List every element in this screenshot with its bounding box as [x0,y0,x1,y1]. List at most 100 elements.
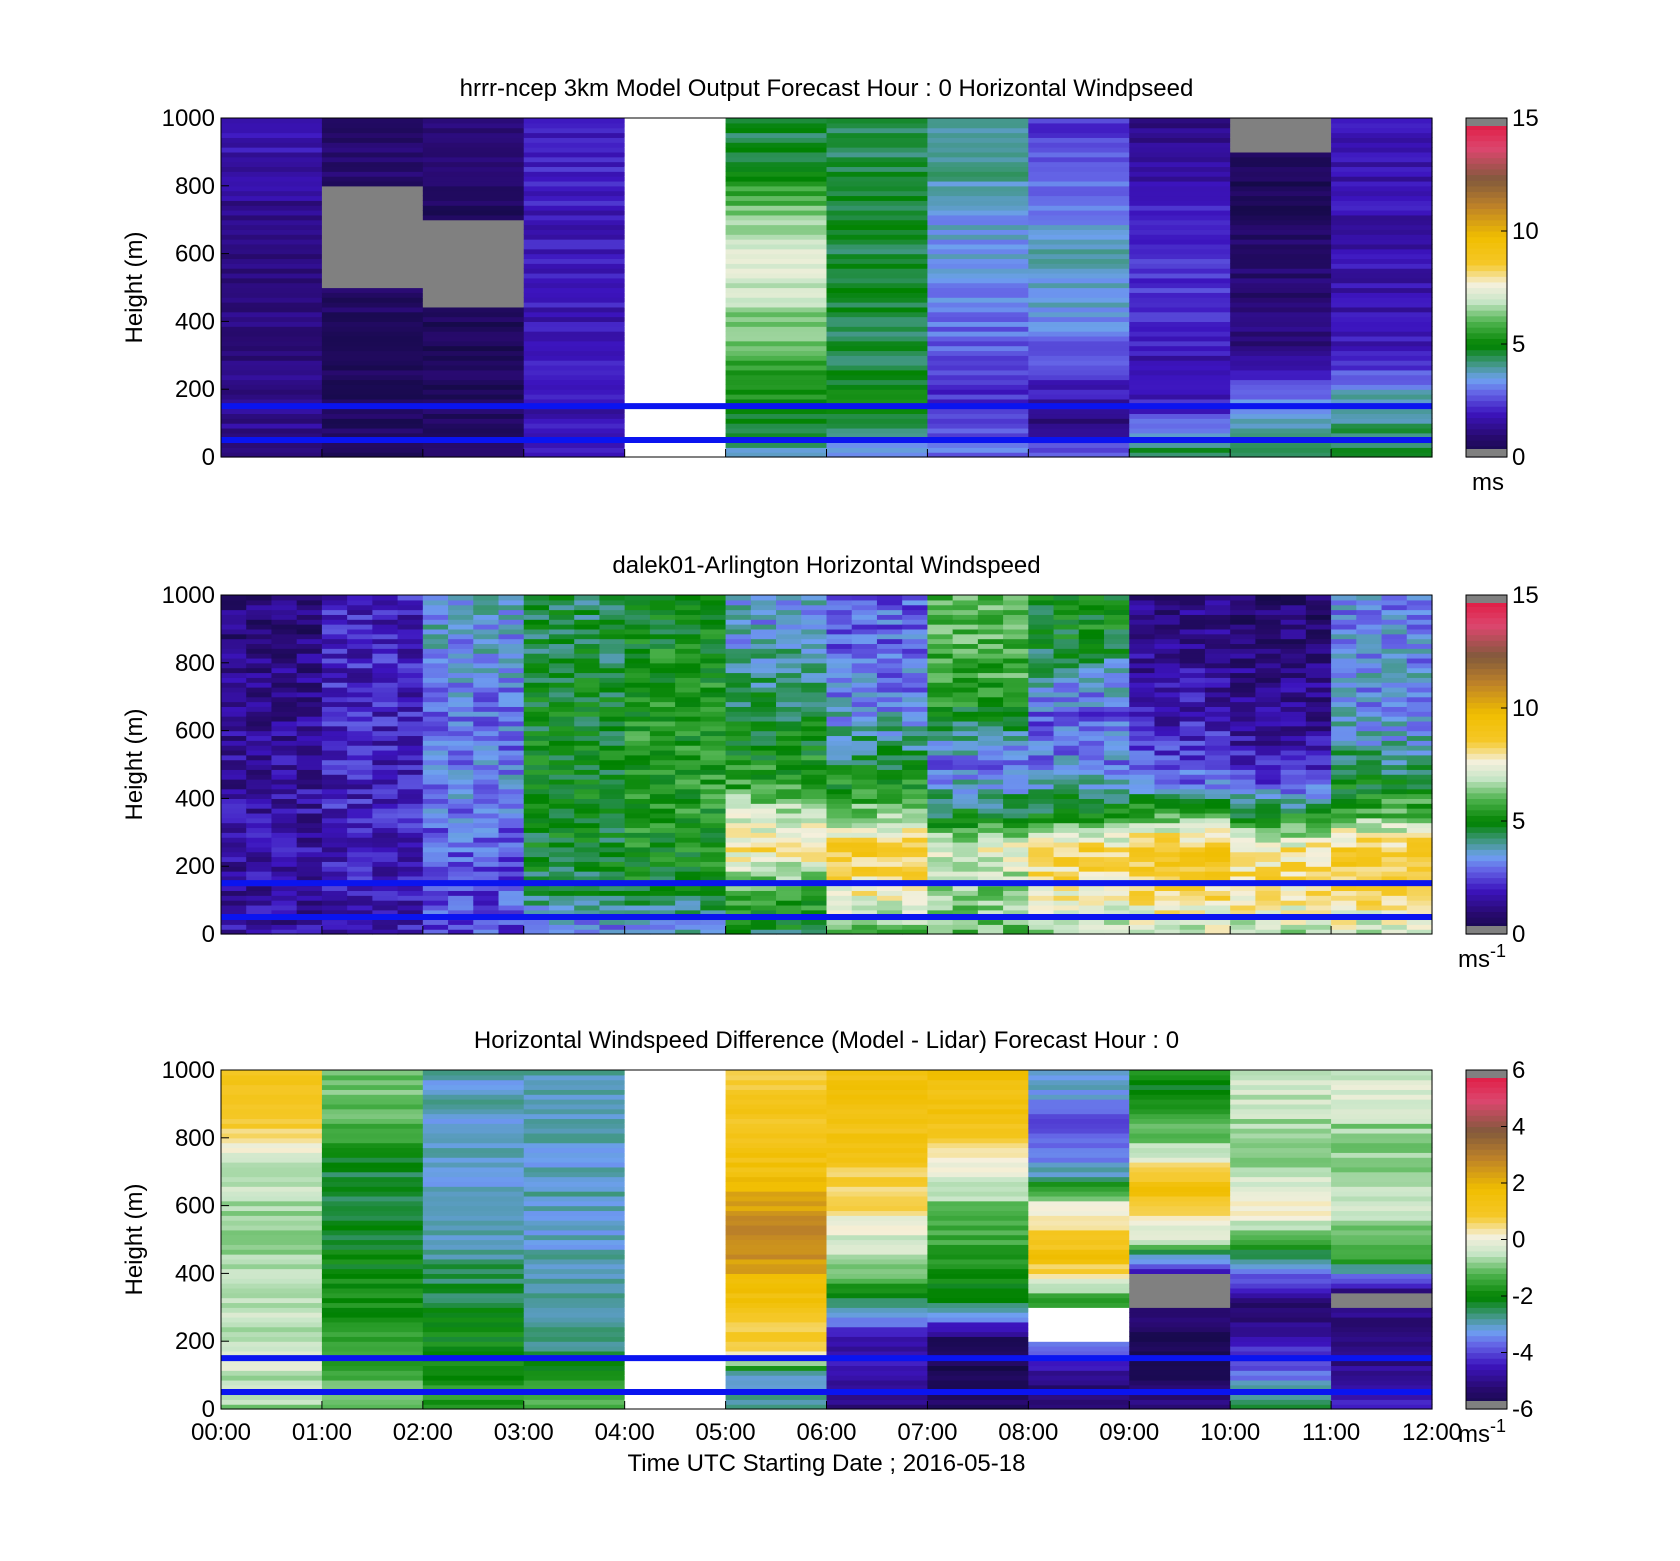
heatmap-cell [1204,798,1231,804]
heatmap-cell [523,895,550,901]
heatmap-cell [826,624,853,630]
heatmap-cell [826,243,929,250]
colorbar-swatch [1466,894,1507,901]
heatmap-cell [221,369,323,376]
heatmap-cell [498,749,525,756]
heatmap-cell [725,297,828,303]
heatmap-cell [826,253,929,260]
heatmap-cell [700,677,727,683]
heatmap-cell [1154,696,1181,703]
heatmap-cell [826,219,929,226]
heatmap-cell [422,151,525,158]
heatmap-cell [221,321,323,327]
heatmap-cell [1078,808,1105,814]
heatmap-cell [1129,394,1231,400]
heatmap-cell [1154,706,1181,712]
heatmap-cell [1204,822,1231,829]
heatmap-cell [927,749,954,756]
heatmap-cell [296,822,323,829]
heatmap-cell [725,127,828,134]
heatmap-cell [271,595,298,601]
colorbar-swatch [1466,191,1507,198]
heatmap-cell [1078,662,1105,669]
heatmap-cell [498,822,525,829]
heatmap-cell [1179,749,1206,756]
heatmap-cell [271,614,298,620]
heatmap-cell [1230,851,1256,858]
heatmap-cell [624,1152,727,1158]
heatmap-cell [1356,919,1383,925]
heatmap-cell [523,633,550,640]
heatmap-cell [624,716,651,722]
heatmap-cell [624,653,651,659]
heatmap-cell [1305,735,1332,741]
heatmap-cell [221,677,247,683]
heatmap-cell [876,624,903,630]
heatmap-cell [1129,919,1156,925]
heatmap-cell [422,306,525,313]
heatmap-cell [1381,783,1408,790]
colorbar-swatch [1466,758,1507,766]
heatmap-cell [700,696,727,703]
heatmap-cell [725,696,752,703]
heatmap-cell [422,452,525,458]
heatmap-cell [221,871,247,877]
heatmap-cell [1028,331,1130,337]
colorbar-swatch [1466,332,1507,339]
heatmap-cell [977,672,1004,678]
heatmap-cell [321,1157,424,1163]
heatmap-cell [927,837,954,843]
heatmap-cell [624,171,727,177]
heatmap-cell [624,1287,727,1294]
heatmap-cell [876,798,903,804]
heatmap-cell [1255,895,1282,901]
heatmap-cell [700,798,727,804]
heatmap-cell [826,394,929,400]
heatmap-cell [1053,624,1080,630]
heatmap-cell [523,1316,626,1323]
heatmap-cell [826,711,853,717]
heatmap-cell [1104,687,1130,693]
heatmap-cell [523,253,626,260]
heatmap-cell [1280,793,1307,799]
heatmap-cell [523,1152,626,1158]
heatmap-cell [624,1220,727,1226]
heatmap-cell [372,701,399,707]
heatmap-cell [246,812,273,819]
heatmap-cell [397,808,424,814]
heatmap-cell [1305,633,1332,640]
heatmap-cell [1028,1399,1130,1405]
heatmap-cell [801,759,828,766]
heatmap-cell [1129,137,1231,143]
heatmap-cell [876,691,903,698]
heatmap-cell [952,595,979,601]
heatmap-cell [1406,595,1433,601]
heatmap-cell [750,822,777,829]
heatmap-cell [1003,779,1029,785]
heatmap-cell [397,701,424,707]
heatmap-cell [776,628,802,635]
heatmap-cell [649,638,676,645]
heatmap-cell [1003,788,1029,795]
heatmap-cell [725,161,828,168]
heatmap-cell [422,895,449,901]
heatmap-cell [498,793,525,799]
heatmap-cell [1255,779,1282,785]
heatmap-cell [776,735,802,741]
heatmap-cell [1255,817,1282,824]
colorbar-swatch [1466,327,1507,334]
heatmap-cell [1078,725,1105,732]
heatmap-cell [851,895,878,901]
heatmap-cell [347,866,373,872]
heatmap-cell [1003,875,1029,882]
colorbar-swatch [1466,623,1507,630]
heatmap-cell [1255,628,1282,635]
heatmap-cell [624,875,651,882]
heatmap-cell [1053,706,1080,712]
heatmap-cell [321,653,348,659]
heatmap-cell [952,837,979,843]
heatmap-cell [1381,871,1408,877]
colorbar-swatch [1466,123,1507,130]
heatmap-cell [927,292,1029,298]
heatmap-cell [1280,919,1307,925]
